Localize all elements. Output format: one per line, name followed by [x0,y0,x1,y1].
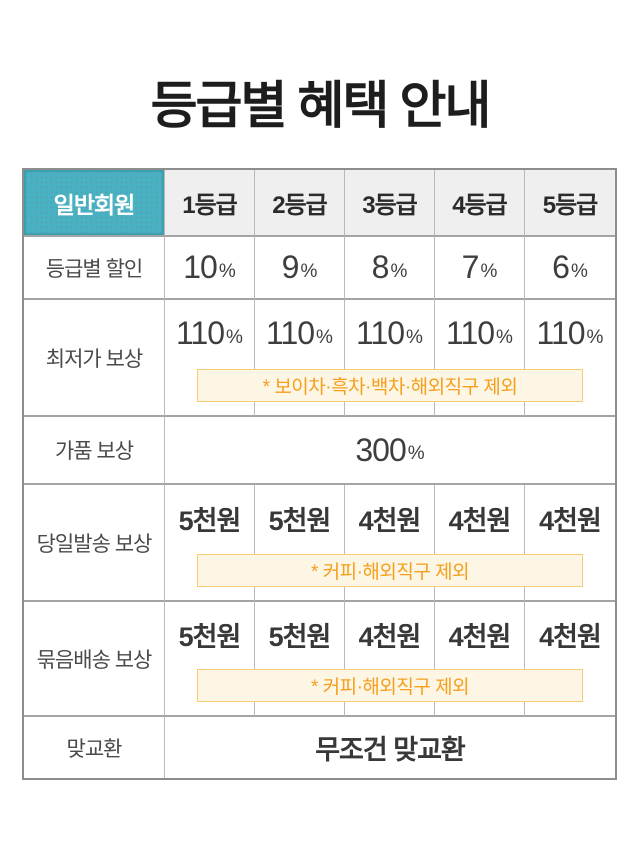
row-label-discount: 등급별 할인 [24,237,165,300]
percent-sign: % [586,326,604,348]
counterfeit-value: 300% [165,417,615,485]
discount-num-1: 10 [183,249,218,285]
discount-value-grade-1: 10% [165,237,255,300]
row-label-exchange: 맞교환 [24,717,165,778]
percent-sign: % [218,260,236,282]
lowest-price-exclusion-note: * 보이차·흑차·백차·해외직구 제외 [197,369,583,402]
row-label-lowest-price: 최저가 보상 [24,300,165,417]
discount-num-2: 9 [281,249,300,285]
percent-sign: % [300,260,318,282]
benefits-table: 일반회원 1등급 2등급 3등급 4등급 5등급 등급별 할인 10% 9% 8… [22,168,617,780]
page-title: 등급별 혜택 안내 [150,77,492,134]
discount-num-5: 6 [552,249,570,285]
bundle-exclusion-note: * 커피·해외직구 제외 [197,669,583,702]
percent-sign: % [226,326,243,348]
percent-sign: % [407,443,425,464]
discount-num-4: 7 [461,249,480,285]
percent-sign: % [480,260,498,282]
discount-num-3: 8 [371,249,390,285]
percent-sign: % [496,326,513,348]
lowest-price-value-grade-5: 110% [525,300,615,417]
header-cell-member-type: 일반회원 [24,170,165,237]
exchange-value: 무조건 맞교환 [165,717,615,778]
lowest-price-num-3: 110 [356,315,405,351]
percent-sign: % [570,260,588,282]
discount-value-grade-5: 6% [525,237,615,300]
same-day-exclusion-note: * 커피·해외직구 제외 [197,554,583,587]
percent-sign: % [316,326,333,348]
header-cell-grade-5: 5등급 [525,170,615,237]
lowest-price-num-5: 110 [536,315,586,351]
percent-sign: % [390,260,408,282]
counterfeit-num: 300 [355,431,406,468]
header-cell-grade-1: 1등급 [165,170,255,237]
header-cell-grade-2: 2등급 [255,170,345,237]
lowest-price-num-2: 110 [266,315,315,351]
header-cell-grade-3: 3등급 [345,170,435,237]
discount-value-grade-3: 8% [345,237,435,300]
discount-value-grade-4: 7% [435,237,525,300]
row-label-bundle-shipping: 묶음배송 보상 [24,602,165,717]
percent-sign: % [406,326,423,348]
lowest-price-num-1: 110 [176,315,225,351]
lowest-price-num-4: 110 [446,315,495,351]
discount-value-grade-2: 9% [255,237,345,300]
row-label-same-day-shipping: 당일발송 보상 [24,485,165,602]
header-cell-grade-4: 4등급 [435,170,525,237]
row-label-counterfeit: 가품 보상 [24,417,165,485]
